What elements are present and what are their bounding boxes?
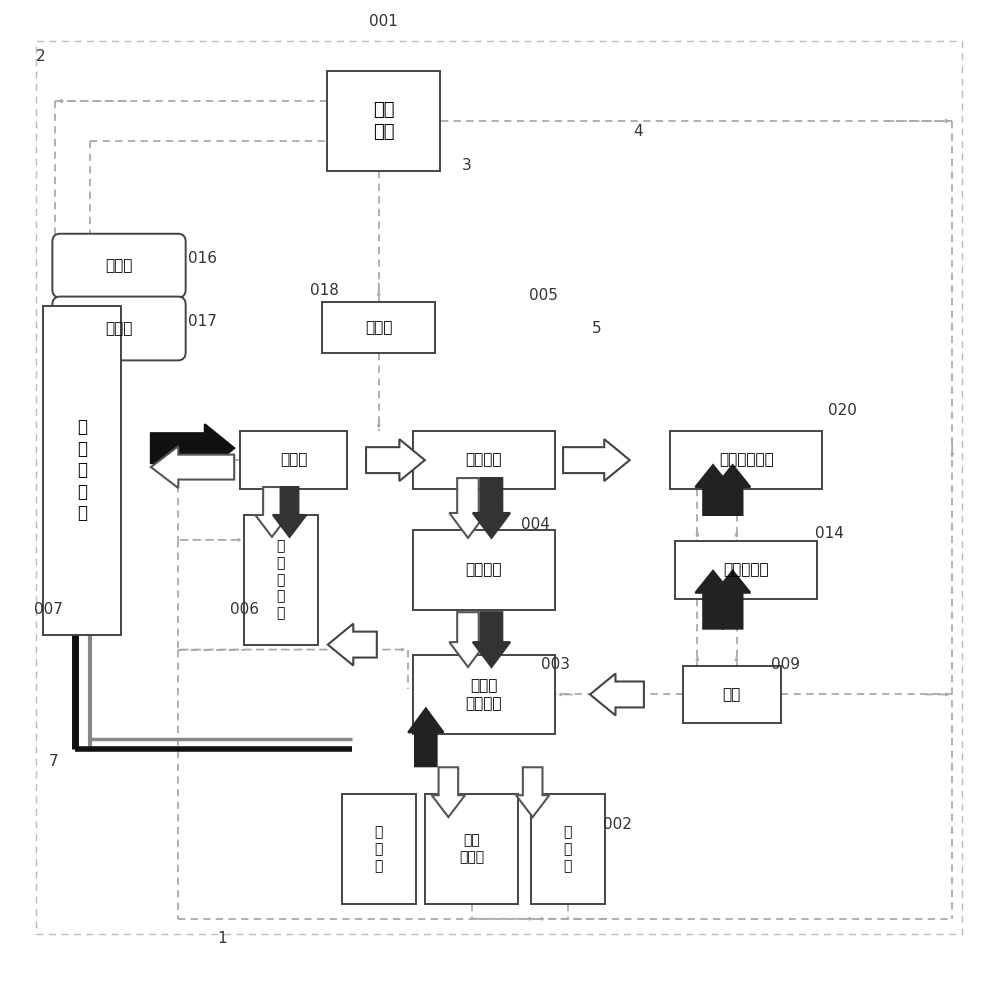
Polygon shape [366, 439, 425, 481]
Bar [675, 541, 818, 599]
Text: 缸体水套: 缸体水套 [465, 562, 502, 577]
Text: 出水口: 出水口 [280, 453, 307, 468]
Polygon shape [408, 708, 443, 766]
Text: 缸盖水套: 缸盖水套 [465, 453, 502, 468]
Text: 电子
节温器: 电子 节温器 [459, 834, 485, 864]
Polygon shape [432, 767, 465, 817]
Text: 017: 017 [188, 314, 217, 329]
Text: 1: 1 [217, 931, 227, 946]
Polygon shape [473, 612, 510, 667]
Text: 电控辅助水泵: 电控辅助水泵 [719, 453, 774, 468]
FancyBboxPatch shape [52, 234, 186, 298]
Text: 暖风: 暖风 [723, 687, 741, 702]
Polygon shape [150, 424, 234, 472]
Polygon shape [449, 612, 487, 667]
Text: 7: 7 [48, 754, 58, 769]
Bar [244, 515, 318, 645]
Text: 单向阀: 单向阀 [105, 258, 133, 273]
Text: 007: 007 [34, 602, 63, 617]
Text: 机
油
冷
却
器: 机 油 冷 却 器 [276, 539, 285, 620]
Polygon shape [256, 487, 289, 537]
Text: 001: 001 [370, 14, 398, 29]
Text: 014: 014 [815, 526, 844, 541]
Bar [682, 666, 781, 723]
Bar [670, 431, 823, 489]
Polygon shape [563, 439, 630, 481]
Text: 高
温
散
热
器: 高 温 散 热 器 [77, 418, 87, 522]
Bar [240, 431, 347, 489]
Polygon shape [473, 478, 510, 538]
Polygon shape [695, 465, 730, 515]
Polygon shape [449, 478, 487, 538]
Text: 节流阀: 节流阀 [365, 320, 392, 335]
Polygon shape [150, 446, 234, 488]
Bar [413, 431, 554, 489]
FancyBboxPatch shape [52, 297, 186, 360]
Polygon shape [715, 465, 750, 515]
Text: 002: 002 [603, 817, 631, 832]
Text: 4: 4 [634, 124, 643, 139]
Polygon shape [273, 487, 307, 537]
Text: 020: 020 [828, 403, 857, 418]
Polygon shape [695, 571, 730, 629]
Bar [531, 794, 605, 904]
Text: 主
阀
门: 主 阀 门 [375, 825, 383, 873]
Bar [322, 302, 435, 353]
Bar [42, 306, 121, 635]
Text: 3: 3 [462, 158, 472, 173]
Text: 006: 006 [230, 602, 259, 617]
Bar [342, 794, 416, 904]
Text: 018: 018 [311, 283, 339, 298]
Text: 节流阀: 节流阀 [105, 321, 133, 336]
Polygon shape [590, 674, 644, 715]
Text: 膨胀
水箱: 膨胀 水箱 [373, 101, 394, 141]
Bar [426, 794, 518, 904]
Text: 涡轮增压器: 涡轮增压器 [723, 562, 769, 577]
Text: 5: 5 [592, 321, 602, 336]
Polygon shape [327, 624, 376, 666]
Text: 016: 016 [188, 251, 217, 266]
Text: 2: 2 [35, 49, 45, 64]
Text: 副
阀
门: 副 阀 门 [564, 825, 572, 873]
Text: 003: 003 [541, 657, 570, 672]
Polygon shape [715, 571, 750, 629]
Text: 005: 005 [529, 288, 558, 303]
Bar [413, 655, 554, 734]
Polygon shape [516, 767, 549, 817]
Bar [413, 530, 554, 610]
Bar [35, 41, 962, 934]
Text: 004: 004 [521, 517, 550, 532]
Bar [327, 71, 440, 171]
Text: 009: 009 [771, 657, 800, 672]
Text: 开关式
机械水泵: 开关式 机械水泵 [465, 678, 502, 711]
